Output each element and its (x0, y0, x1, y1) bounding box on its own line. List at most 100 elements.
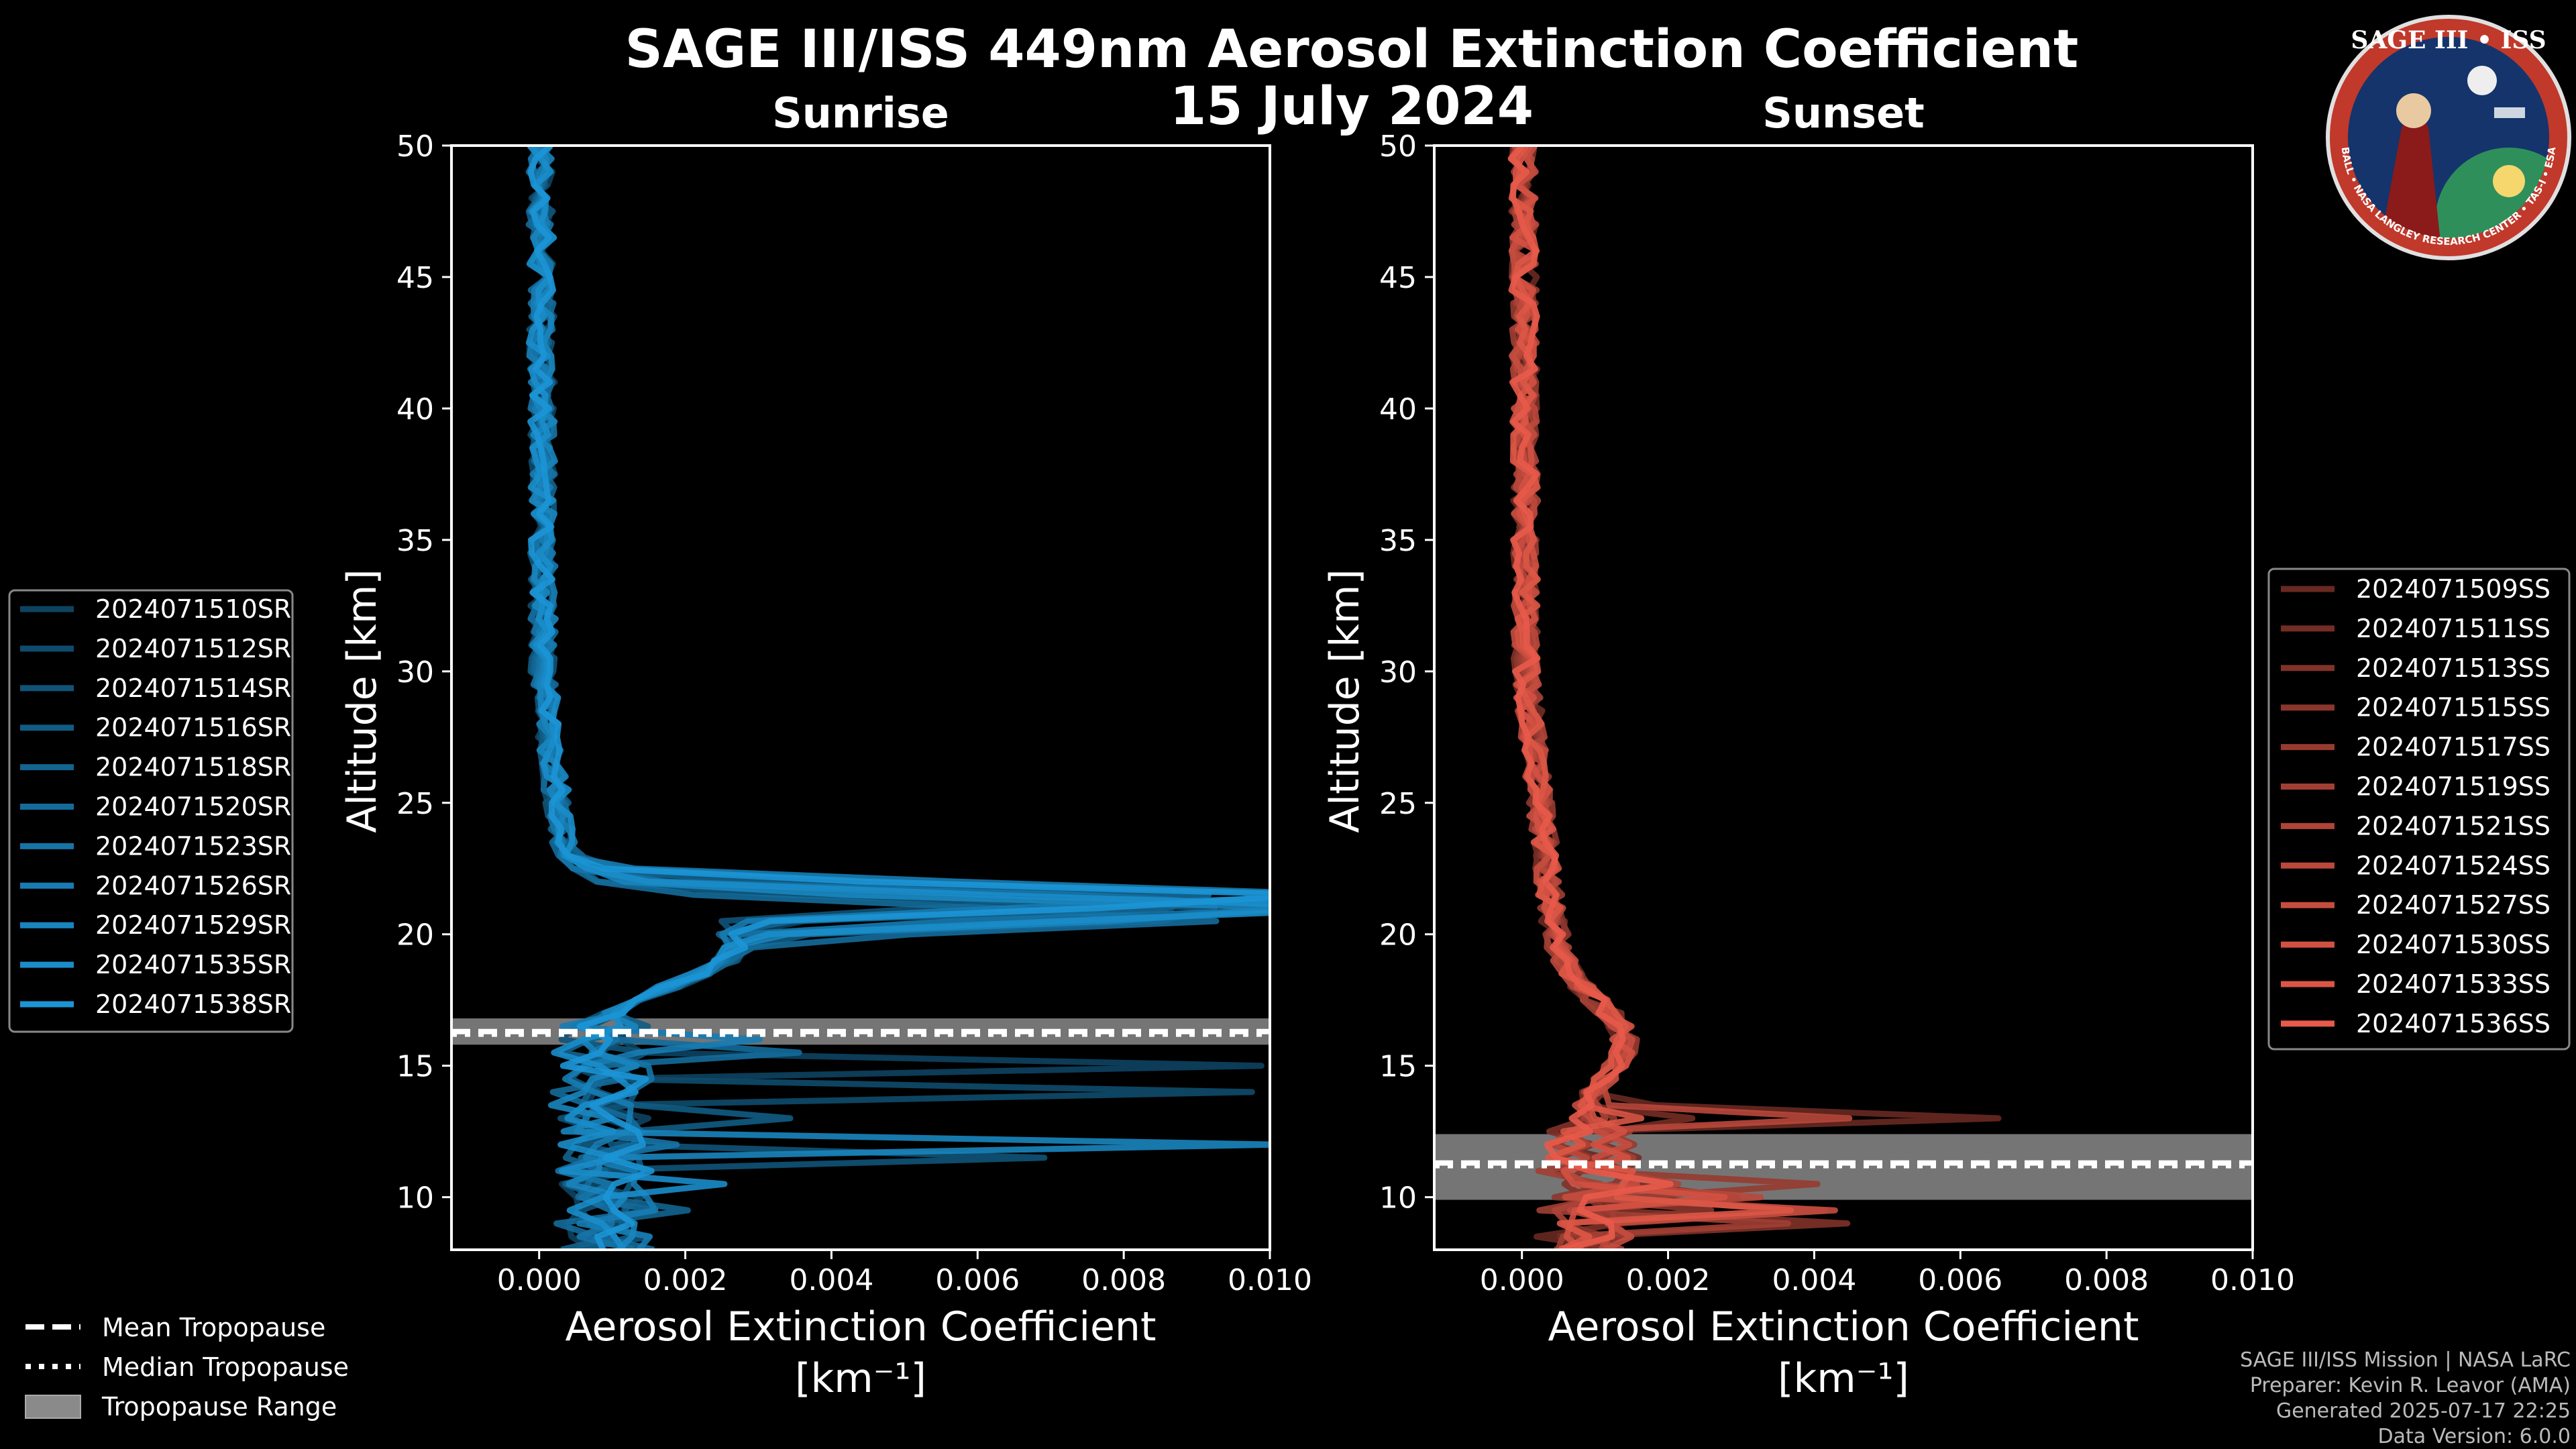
sunrise-y-axis-label: Altitude [km] (339, 569, 386, 833)
profile-line-2024071536SS (1507, 146, 1674, 1250)
logo-sun-icon (2493, 165, 2525, 197)
y-tick-label: 15 (396, 1050, 434, 1084)
profile-line-2024071524SS (1509, 146, 1853, 1250)
legend-label-2024071538SR: 2024071538SR (95, 989, 291, 1019)
y-tick-label: 45 (396, 261, 434, 295)
figure-title: SAGE III/ISS 449nm Aerosol Extinction Co… (625, 19, 2079, 80)
legend-label-2024071517SS: 2024071517SS (2356, 733, 2551, 762)
legend-label-2024071526SR: 2024071526SR (95, 871, 291, 900)
legend-label-2024071514SR: 2024071514SR (95, 674, 291, 703)
logo-moon-icon (2467, 66, 2497, 95)
y-tick-label: 10 (1379, 1181, 1417, 1216)
sunset-legend: 2024071509SS 2024071511SS 2024071513SS 2024… (2267, 568, 2571, 1051)
profile-line-2024071527SS (1508, 146, 1838, 1250)
x-tick-label: 0.004 (789, 1263, 873, 1297)
profile-line-2024071530SS (1509, 146, 1728, 1250)
legend-label-2024071518SR: 2024071518SR (95, 753, 291, 782)
y-tick-label: 20 (396, 918, 434, 953)
credit-preparer: Preparer: Kevin R. Leavor (AMA) (2250, 1374, 2571, 1397)
logo-sage-head-icon (2396, 93, 2431, 128)
sunset-x-axis-label: Aerosol Extinction Coefficient (1548, 1303, 2139, 1350)
x-tick-label: 0.002 (1626, 1263, 1711, 1297)
legend-label-2024071529SR: 2024071529SR (95, 910, 291, 940)
sunrise-x-axis-label: Aerosol Extinction Coefficient (566, 1303, 1157, 1350)
legend-label-2024071512SR: 2024071512SR (95, 634, 291, 663)
sage-iii-iss-logo: SAGE III • ISS BALL • NASA LANGLEY RESEA… (2326, 15, 2571, 260)
x-tick-label: 0.004 (1772, 1263, 1856, 1297)
x-tick-label: 0.010 (1228, 1263, 1312, 1297)
tropopause-range-label: Tropopause Range (101, 1392, 337, 1421)
y-tick-label: 40 (396, 392, 434, 427)
profile-line-2024071509SS (1510, 146, 2002, 1250)
y-tick-label: 50 (1379, 129, 1417, 164)
y-tick-label: 40 (1379, 392, 1417, 427)
profile-line-2024071535SR (526, 146, 1270, 1250)
sunrise-panel-title: Sunrise (772, 89, 949, 138)
x-tick-label: 0.000 (497, 1263, 582, 1297)
x-tick-label: 0.006 (935, 1263, 1020, 1297)
legend-label-2024071536SS: 2024071536SS (2356, 1009, 2551, 1038)
x-tick-label: 0.008 (1081, 1263, 1166, 1297)
legend-label-2024071523SR: 2024071523SR (95, 831, 291, 861)
sunset-x-axis-unit: [km⁻¹] (1778, 1355, 1909, 1402)
y-tick-label: 35 (1379, 524, 1417, 558)
tropopause-legend: Mean Tropopause Median Tropopause Tropop… (25, 1313, 349, 1421)
tropopause-range-swatch (25, 1395, 81, 1419)
legend-label-2024071535SR: 2024071535SR (95, 950, 291, 979)
y-tick-label: 25 (396, 787, 434, 821)
credit-data-version: Data Version: 6.0.0 (2378, 1425, 2571, 1448)
y-tick-label: 30 (396, 655, 434, 690)
y-tick-label: 25 (1379, 787, 1417, 821)
y-tick-label: 50 (396, 129, 434, 164)
profile-line-2024071517SS (1509, 146, 1821, 1250)
sunrise-x-axis-unit: [km⁻¹] (795, 1355, 926, 1402)
mean-tropopause-label: Mean Tropopause (102, 1313, 325, 1342)
sunset-plot: 0.000 0.002 0.004 0.006 0.008 0.010 10 15 20 25 30… (1379, 129, 2295, 1297)
axes-frame (1433, 144, 2254, 1251)
legend-label-2024071516SR: 2024071516SR (95, 713, 291, 743)
legend-label-2024071520SR: 2024071520SR (95, 792, 291, 822)
profile-line-2024071538SR (527, 146, 1270, 1250)
sunrise-legend: 2024071510SR 2024071512SR 2024071514SR 2024… (8, 589, 294, 1033)
y-tick-label: 30 (1379, 655, 1417, 690)
credit-generated: Generated 2025-07-17 22:25 (2276, 1399, 2571, 1423)
x-tick-label: 0.008 (2064, 1263, 2149, 1297)
median-tropopause-label: Median Tropopause (102, 1352, 349, 1382)
sunset-legend-frame (2267, 568, 2571, 1051)
legend-label-2024071513SS: 2024071513SS (2356, 653, 2551, 683)
axes-frame (450, 144, 1271, 1251)
logo-station-icon (2494, 107, 2525, 118)
x-tick-label: 0.006 (1918, 1263, 2002, 1297)
legend-label-2024071511SS: 2024071511SS (2356, 614, 2551, 643)
profile-line-2024071529SR (529, 146, 1270, 1250)
legend-label-2024071519SS: 2024071519SS (2356, 772, 2551, 802)
legend-label-2024071524SS: 2024071524SS (2356, 851, 2551, 880)
legend-label-2024071530SS: 2024071530SS (2356, 930, 2551, 959)
x-tick-label: 0.002 (643, 1263, 728, 1297)
legend-label-2024071527SS: 2024071527SS (2356, 890, 2551, 920)
sunset-panel-title: Sunset (1762, 89, 1925, 138)
legend-label-2024071521SS: 2024071521SS (2356, 811, 2551, 841)
y-tick-label: 45 (1379, 261, 1417, 295)
figure-date: 15 July 2024 (1170, 76, 1534, 137)
profile-line-2024071511SS (1508, 146, 1741, 1250)
profile-line-2024071519SS (1509, 146, 1792, 1250)
y-tick-label: 15 (1379, 1050, 1417, 1084)
profile-line-2024071513SS (1509, 146, 1851, 1250)
credits: SAGE III/ISS Mission | NASA LaRC Prepare… (2240, 1348, 2571, 1448)
legend-label-2024071533SS: 2024071533SS (2356, 969, 2551, 999)
legend-label-2024071510SR: 2024071510SR (95, 594, 291, 624)
profile-line-2024071533SS (1508, 146, 1794, 1250)
credit-mission: SAGE III/ISS Mission | NASA LaRC (2240, 1348, 2571, 1372)
sunrise-legend-frame (8, 589, 294, 1033)
y-tick-label: 10 (396, 1181, 434, 1216)
sunrise-plot: 0.000 0.002 0.004 0.006 0.008 0.010 10 15 20 25 30… (396, 129, 1312, 1297)
y-tick-label: 35 (396, 524, 434, 558)
x-tick-label: 0.000 (1480, 1263, 1564, 1297)
legend-label-2024071509SS: 2024071509SS (2356, 574, 2551, 604)
logo-sage-figure-icon (2378, 114, 2442, 238)
logo-top-text: SAGE III • ISS (2351, 26, 2546, 54)
x-tick-label: 0.010 (2210, 1263, 2295, 1297)
legend-label-2024071515SS: 2024071515SS (2356, 693, 2551, 722)
